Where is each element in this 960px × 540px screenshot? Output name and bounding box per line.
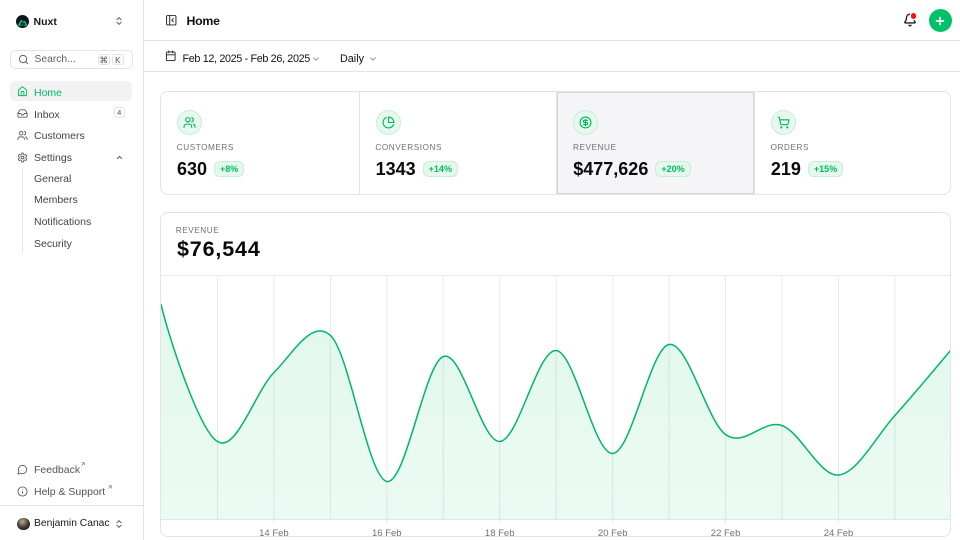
svg-text:14 Feb: 14 Feb [259,528,289,537]
svg-text:22 Feb: 22 Feb [711,528,741,537]
svg-text:24 Feb: 24 Feb [824,528,854,537]
svg-text:18 Feb: 18 Feb [485,528,515,537]
svg-text:20 Feb: 20 Feb [598,528,628,537]
svg-text:16 Feb: 16 Feb [372,528,402,537]
